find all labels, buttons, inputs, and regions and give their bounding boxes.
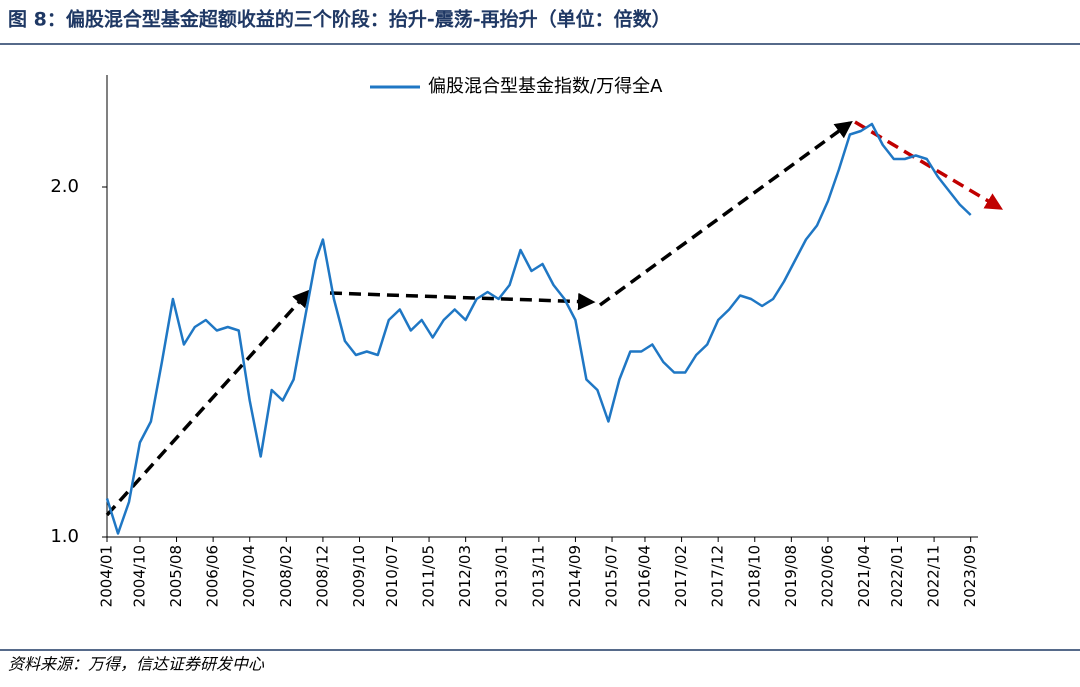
x-tick-label: 2022/01 [888,545,906,607]
x-tick-label: 2004/10 [130,545,148,607]
x-tick-label: 2019/08 [782,545,800,607]
x-tick-label: 2012/03 [456,545,474,607]
x-tick-label: 2008/02 [277,545,295,607]
x-tick-label: 2010/07 [383,545,401,607]
legend-label: 偏股混合型基金指数/万得全A [428,76,663,97]
x-tick-label: 2013/01 [493,545,511,607]
series-line [105,122,972,535]
arrow [329,291,596,311]
x-tick-label: 2016/04 [635,545,653,607]
annotations [105,120,1004,517]
chart-title: 图 8：偏股混合型基金超额收益的三个阶段：抬升-震荡-再抬升（单位：倍数） [8,8,671,31]
x-tick-label: 2017/02 [672,545,690,607]
x-tick-label: 2007/04 [240,545,258,607]
source: 资料来源：万得，信达证券研发中心 [8,655,265,674]
x-tick-label: 2022/11 [925,545,943,607]
x-tick-label: 2013/11 [529,545,547,607]
arrow [105,289,311,517]
x-tick-label: 2018/10 [745,545,763,607]
x-tick-label: 2021/04 [855,545,873,607]
x-tick-label: 2017/12 [709,545,727,607]
arrow [598,120,853,307]
x-tick-label: 2005/08 [167,545,185,607]
y-tick-label: 1.0 [50,526,79,547]
x-tick-label: 2009/10 [350,545,368,607]
x-tick-label: 2023/09 [961,545,979,607]
y-tick-label: 2.0 [50,176,79,197]
x-tick-label: 2006/06 [204,545,222,607]
x-tick-label: 2020/06 [818,545,836,607]
x-tick-label: 2015/07 [603,545,621,607]
x-tick-label: 2011/05 [420,545,438,607]
x-tick-label: 2004/01 [98,545,116,607]
x-tick-label: 2008/12 [313,545,331,607]
x-tick-label: 2014/09 [566,545,584,607]
